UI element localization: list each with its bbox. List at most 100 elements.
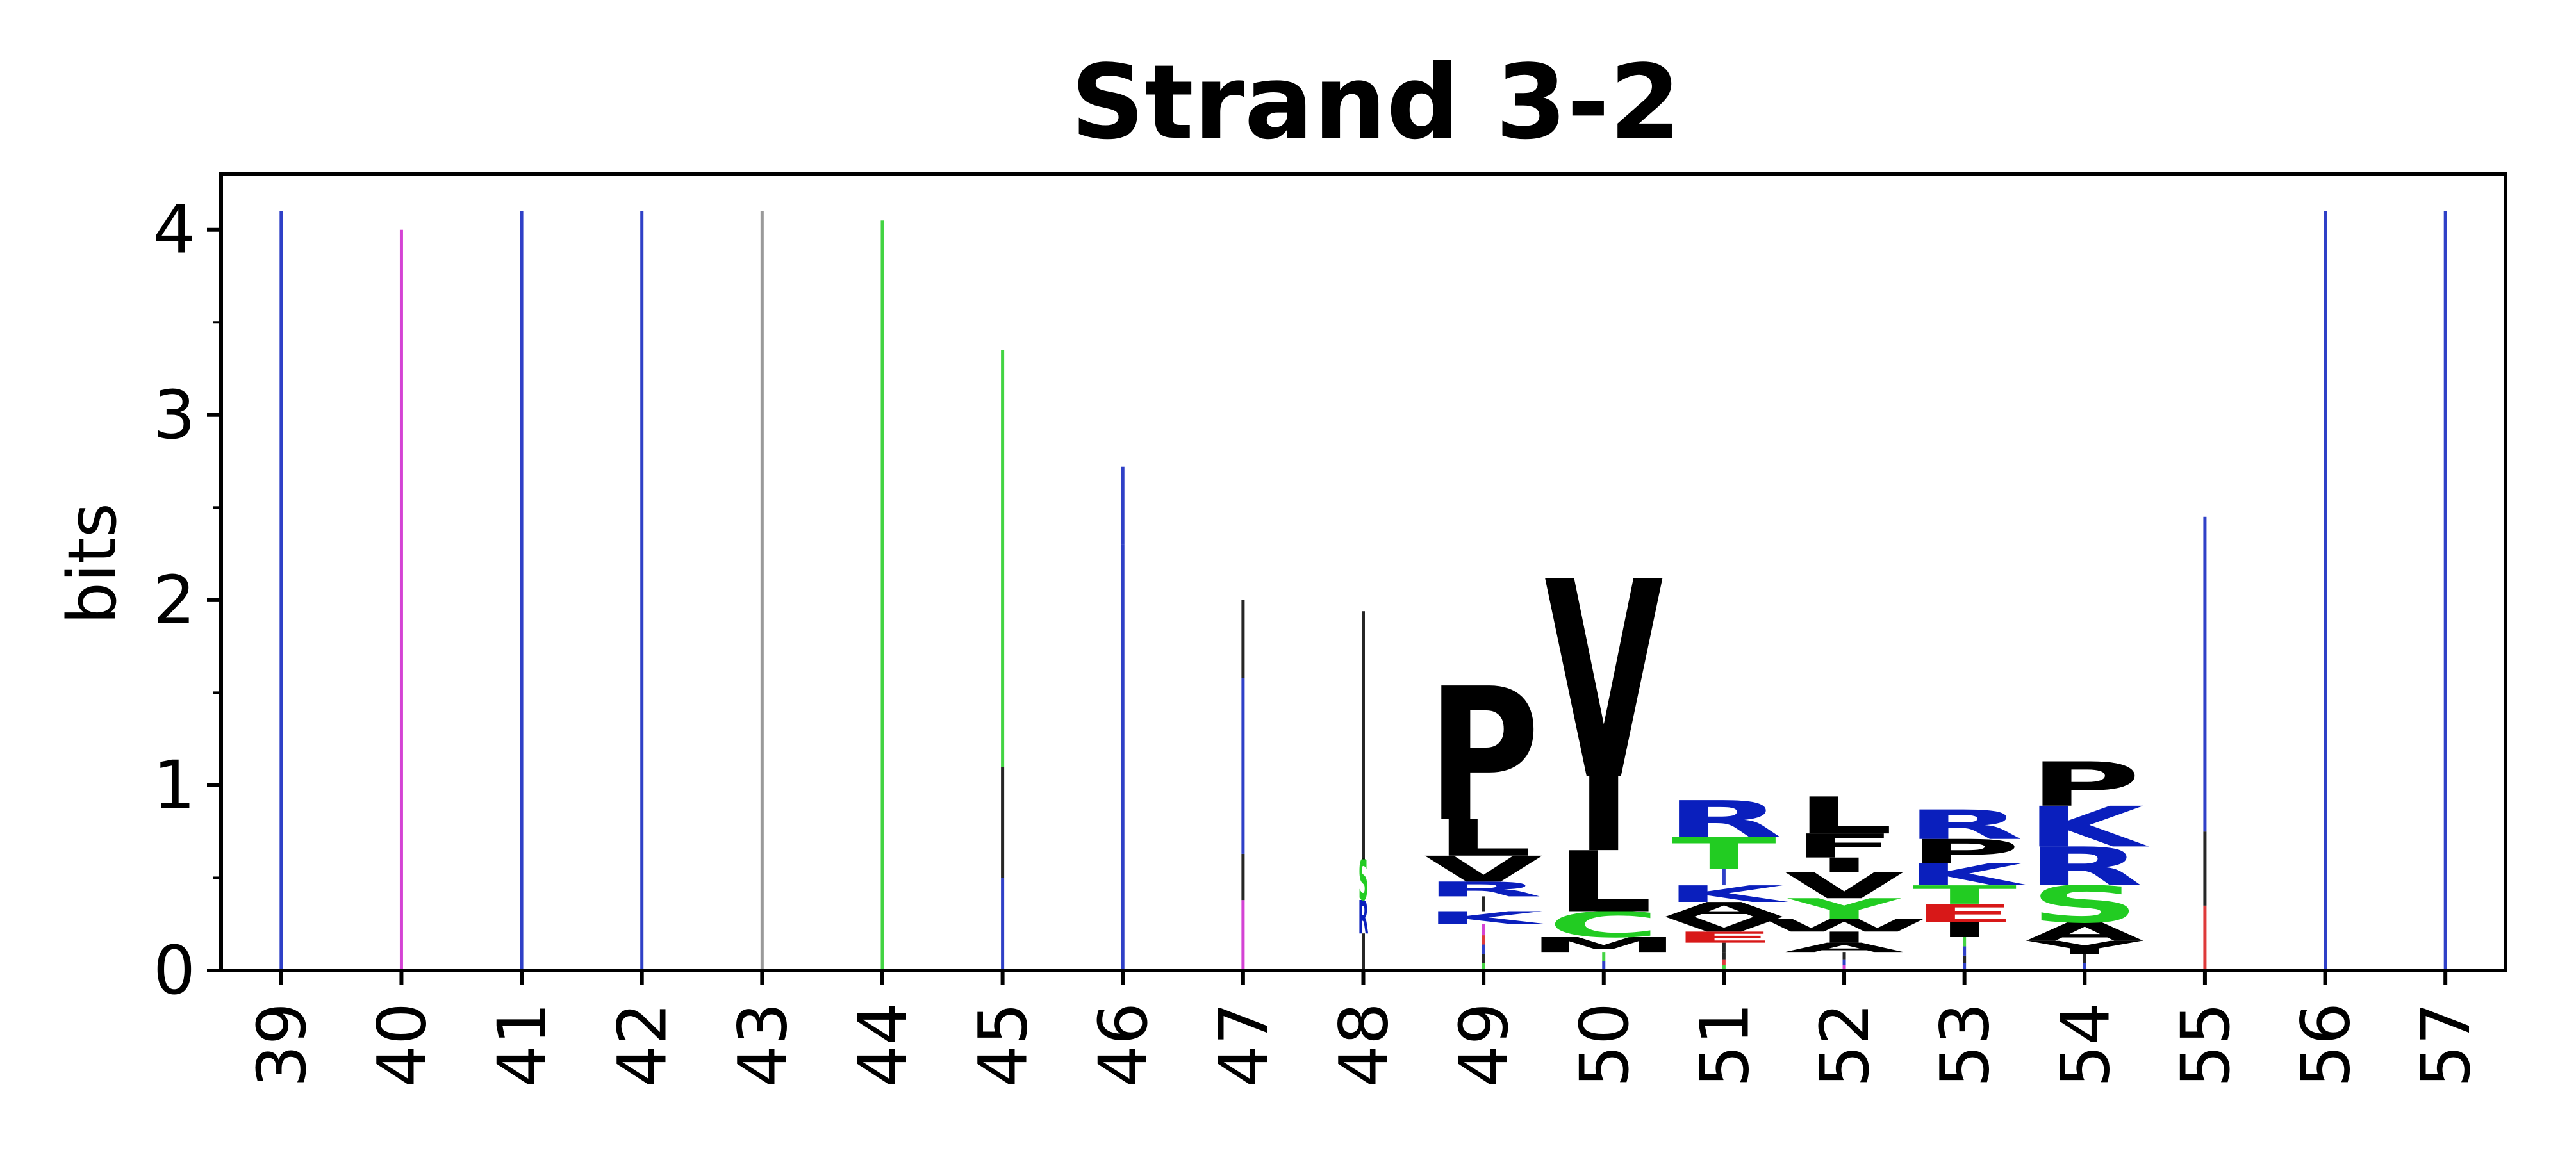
logo-letter: C <box>1548 904 1660 946</box>
chart-title: Strand 3-2 <box>1071 42 1681 162</box>
logo-letter: R <box>2026 836 2144 898</box>
logo-letter-sliver <box>1241 853 1245 901</box>
logo-stack <box>1241 600 1245 970</box>
x-tick-label: 41 <box>483 1002 561 1087</box>
logo-stack <box>520 211 524 970</box>
logo-letter: I <box>1936 919 1993 942</box>
logo-stack <box>1121 466 1125 970</box>
logo-letter-sliver <box>1241 900 1245 970</box>
logo-letter-sliver <box>279 211 283 970</box>
y-tick-label: 4 <box>153 191 195 269</box>
logo-letter: L <box>1555 833 1653 931</box>
logo-letter-sliver <box>2324 211 2327 970</box>
logo-letter-sliver <box>1842 952 1846 960</box>
logo-letter: R <box>1905 801 2024 849</box>
logo-letter-sliver <box>1001 878 1005 970</box>
logo-letter: S <box>1358 848 1368 913</box>
logo-stack <box>760 211 764 970</box>
logo-letter: V <box>1424 849 1543 890</box>
x-tick-label: 50 <box>1565 1002 1644 1087</box>
logo-letter-sliver <box>1722 965 1726 970</box>
logo-letter-sliver <box>2083 953 2086 963</box>
logo-letter: I <box>1815 854 1872 878</box>
x-tick-label: 42 <box>604 1002 682 1087</box>
y-tick-label: 2 <box>153 561 195 639</box>
logo-letter: R <box>1424 878 1543 901</box>
logo-letter-sliver <box>640 211 644 970</box>
logo-letter: A <box>1665 898 1784 922</box>
logo-letter-sliver <box>1121 544 1125 887</box>
logo-letter: K <box>1905 857 2029 892</box>
y-tick-label: 0 <box>153 931 195 1010</box>
x-tick-label: 53 <box>1926 1002 2004 1087</box>
x-tick-label: 56 <box>2287 1002 2365 1087</box>
logo-letter-sliver <box>1362 933 1365 970</box>
logo-letter-sliver <box>399 229 403 970</box>
logo-letter: T <box>1672 829 1777 879</box>
logo-letter-sliver <box>1482 944 1485 954</box>
logo-letter: R <box>1665 790 1783 849</box>
logo-letter-sliver <box>2203 516 2207 832</box>
logo-letter-sliver <box>2083 963 2086 970</box>
logo-letter-sliver <box>1602 952 1606 961</box>
logo-letter: R <box>1358 892 1368 945</box>
logo-letter-sliver <box>1241 600 1245 678</box>
logo-letter: Y <box>2027 937 2143 958</box>
logo-letter-sliver <box>1001 767 1005 878</box>
logo-letter: A <box>2026 917 2145 947</box>
x-tick-label: 44 <box>844 1002 922 1087</box>
logo-letter: P <box>1908 833 2021 871</box>
x-tick-label: 48 <box>1325 1002 1403 1087</box>
logo-stack <box>640 211 644 970</box>
logo-letter: V <box>1785 865 1904 907</box>
logo-letter: V <box>1544 525 1664 841</box>
logo-letter: Y <box>1787 893 1901 926</box>
logo-letter: L <box>1435 809 1533 868</box>
logo-stack <box>880 220 884 970</box>
logo-letter-sliver <box>880 220 884 970</box>
logo-stack <box>2443 211 2447 970</box>
logo-letter-sliver <box>1963 936 1967 947</box>
x-tick-label: 52 <box>1806 1002 1884 1087</box>
logo-stack <box>2324 211 2327 970</box>
logo-letter: E <box>1912 899 2017 928</box>
y-axis: 0 1 2 3 4 <box>153 191 221 1010</box>
logo-letter-sliver <box>1121 887 1125 970</box>
y-tick-label: 3 <box>153 376 195 454</box>
logo-letter: K <box>1665 881 1788 907</box>
logo-stack <box>399 229 403 970</box>
logo-letter-sliver <box>2203 831 2207 906</box>
logo-letter-sliver <box>1842 965 1846 970</box>
logo-letter-sliver <box>1963 963 1967 970</box>
logo-letter: P <box>2028 749 2141 820</box>
logo-stack: RS <box>1358 611 1369 970</box>
logo-letter: K <box>2025 795 2149 860</box>
logo-letter-sliver <box>1722 952 1726 960</box>
logo-letter-sliver <box>1602 961 1606 970</box>
logo-letter-sliver <box>1842 959 1846 965</box>
logo-letter: A <box>1785 940 1904 955</box>
x-tick-label: 43 <box>723 1002 802 1087</box>
logo-letter-sliver <box>1722 942 1726 953</box>
logo-letter: K <box>1424 908 1548 928</box>
logo-letter: S <box>2029 876 2140 935</box>
x-tick-label: 57 <box>2407 1002 2485 1087</box>
logo-letter-sliver <box>1482 935 1485 945</box>
x-tick-label: 40 <box>363 1002 441 1087</box>
plot-frame <box>219 172 2507 972</box>
logo-letter-sliver <box>1241 678 1245 854</box>
logo-letter-sliver <box>1722 959 1726 965</box>
logo-letter: T <box>1912 880 2017 910</box>
logo-letter-sliver <box>1001 350 1005 767</box>
x-tick-label: 55 <box>2167 1002 2245 1087</box>
logo-letter-sliver <box>1963 946 1967 956</box>
logo-stack <box>2203 516 2207 970</box>
logo-letter: I <box>1575 756 1632 874</box>
logo-letter-sliver <box>2203 905 2207 970</box>
logo-letter-sliver <box>1482 896 1485 912</box>
